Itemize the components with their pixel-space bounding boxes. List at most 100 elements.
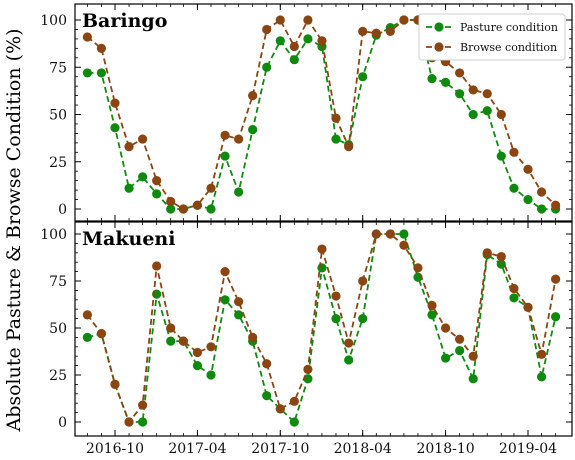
series-line-browse (86, 18, 557, 210)
y-axis-label: Absolute Pasture & Browse Condition (%) (3, 28, 25, 432)
data-point-browse (496, 109, 506, 120)
data-point-pasture (399, 229, 409, 239)
data-point-browse (358, 26, 368, 36)
data-point-pasture (206, 370, 216, 380)
data-point-browse (358, 276, 368, 286)
data-point-browse (234, 297, 244, 307)
data-point-browse (523, 302, 533, 312)
data-point-pasture (551, 312, 561, 322)
legend-swatch-marker (434, 22, 444, 32)
data-point-browse (331, 291, 341, 301)
data-point-browse (440, 323, 451, 333)
data-point-pasture (262, 62, 272, 72)
data-point-pasture (468, 374, 478, 384)
data-point-browse (152, 176, 162, 186)
data-point-browse (344, 338, 354, 348)
x-tick-label: 2018-04 (334, 441, 392, 457)
data-point-browse (220, 267, 230, 277)
data-point-browse (166, 323, 176, 333)
data-point-pasture (536, 204, 547, 214)
data-point-pasture (138, 417, 148, 427)
data-point-browse (206, 342, 216, 352)
data-point-browse (138, 400, 148, 410)
data-point-pasture (220, 295, 230, 305)
data-point-browse (152, 261, 162, 271)
data-point-pasture (455, 345, 465, 356)
data-point-pasture (166, 336, 176, 346)
data-point-pasture (455, 89, 465, 99)
x-tick-label: 2016-10 (86, 441, 144, 457)
data-point-pasture (82, 332, 92, 342)
data-point-browse (509, 147, 519, 157)
data-point-browse (275, 15, 285, 25)
data-point-browse (124, 417, 134, 427)
panels: 0 25 50 75 100 Baringo 0 25 50 75 100 2016-10 2017-0… (40, 3, 573, 457)
data-point-pasture (152, 189, 162, 199)
data-point-browse (536, 349, 547, 359)
data-point-browse (551, 200, 561, 210)
y-tick-label: 75 (49, 60, 67, 76)
data-point-pasture (206, 204, 216, 214)
data-point-pasture (192, 361, 203, 371)
x-tick-label: 2018-10 (416, 441, 474, 457)
data-point-browse (82, 310, 92, 320)
data-point-browse (124, 142, 134, 152)
data-point-browse (262, 24, 272, 35)
data-point-pasture (110, 123, 120, 133)
data-point-pasture (234, 310, 244, 320)
data-point-browse (303, 364, 313, 374)
data-point-pasture (331, 314, 341, 324)
data-point-browse (536, 187, 547, 197)
data-point-browse (289, 41, 299, 52)
data-point-pasture (358, 72, 368, 82)
data-point-browse (468, 351, 478, 361)
data-point-pasture (289, 55, 299, 65)
data-point-pasture (509, 183, 519, 193)
legend-box (418, 13, 566, 61)
y-axis-label-group: Absolute Pasture & Browse Condition (%) (3, 28, 25, 432)
data-point-browse (289, 396, 299, 406)
data-point-browse (220, 130, 230, 140)
data-point-pasture (440, 77, 451, 87)
legend-label: Browse condition (460, 41, 557, 54)
y-tick-label: 0 (58, 415, 67, 431)
data-point-pasture (358, 314, 368, 324)
data-point-pasture (496, 151, 506, 161)
data-point-pasture (344, 355, 354, 365)
y-tick-label: 25 (49, 155, 67, 171)
legend: Pasture condition Browse condition (418, 13, 566, 61)
data-point-browse (331, 113, 341, 123)
data-point-pasture (234, 187, 244, 197)
panel-title: Baringo (82, 10, 167, 32)
data-point-browse (344, 142, 354, 152)
data-point-pasture (331, 134, 341, 144)
x-tick-label: 2017-04 (168, 441, 226, 457)
data-point-browse (166, 196, 176, 207)
data-point-browse (496, 251, 506, 262)
x-tick-label: 2019-04 (499, 441, 557, 457)
data-point-pasture (317, 263, 327, 273)
data-point-pasture (468, 109, 478, 120)
data-point-browse (385, 229, 395, 239)
data-point-browse (303, 15, 313, 25)
panel-baringo: 0 25 50 75 100 Baringo (40, 3, 573, 222)
data-point-browse (482, 89, 492, 99)
y-tick-label: 100 (40, 227, 67, 243)
data-point-pasture (96, 68, 107, 78)
data-point-browse (110, 379, 120, 389)
data-point-browse (399, 240, 409, 250)
y-tick-label: 75 (49, 274, 67, 290)
y-tick-label: 50 (49, 108, 67, 124)
data-point-pasture (82, 68, 92, 78)
data-point-browse (371, 28, 381, 38)
data-point-pasture (166, 204, 176, 214)
legend-label: Pasture condition (460, 21, 558, 34)
data-point-browse (482, 248, 492, 258)
y-tick-label: 25 (49, 368, 67, 384)
data-point-browse (551, 274, 561, 284)
y-tick-label: 0 (58, 202, 67, 218)
data-point-browse (468, 85, 478, 95)
x-tick-label: 2017-10 (251, 441, 309, 457)
data-point-browse (385, 26, 395, 36)
